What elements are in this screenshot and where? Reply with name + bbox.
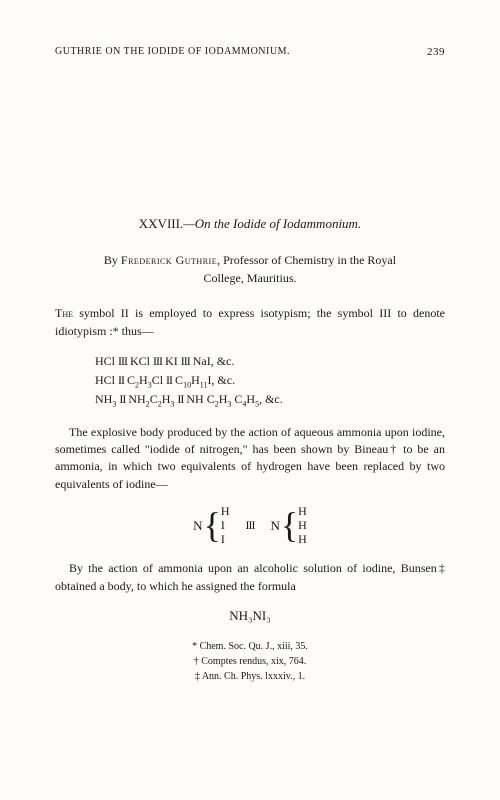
running-title: GUTHRIE ON THE IODIDE OF IODAMMONIUM. <box>55 45 290 60</box>
author-line: By Frederick Guthrie, Professor of Chemi… <box>55 252 445 269</box>
formula-block-1: HCl III KCl III KI III NaI, &c. HCl II C… <box>95 352 445 410</box>
running-header: GUTHRIE ON THE IODIDE OF IODAMMONIUM. 23… <box>55 45 445 60</box>
center-formula: NH₃NI₃ <box>55 607 445 625</box>
formula-line-2: HCl II C2H3Cl II C10H11I, &c. <box>95 371 445 390</box>
brace-formula: N { H I I III N { H H H <box>55 505 445 546</box>
brace-right-group: N { H H H <box>271 505 307 546</box>
footnote-2: † Comptes rendus, xix, 764. <box>55 654 445 669</box>
paragraph-3: By the action of ammonia upon an alcohol… <box>55 560 445 595</box>
footnote-1: * Chem. Soc. Qu. J., xiii, 35. <box>55 639 445 654</box>
footnotes: * Chem. Soc. Qu. J., xiii, 35. † Comptes… <box>55 639 445 684</box>
paragraph-1: The symbol II is employed to express iso… <box>55 305 445 340</box>
footnote-3: ‡ Ann. Ch. Phys. lxxxiv., 1. <box>55 669 445 684</box>
article-title: XXVIII.—On the Iodide of Iodammonium. <box>55 215 445 233</box>
formula-line-3: NH3 II NH2C2H3 II NH C2H3 C4H5, &c. <box>95 390 445 409</box>
page-number: 239 <box>427 45 445 60</box>
author-affiliation: College, Mauritius. <box>55 270 445 287</box>
brace-left-group: N { H I I <box>193 505 229 546</box>
formula-line-1: HCl III KCl III KI III NaI, &c. <box>95 352 445 371</box>
paragraph-2: The explosive body produced by the actio… <box>55 424 445 494</box>
